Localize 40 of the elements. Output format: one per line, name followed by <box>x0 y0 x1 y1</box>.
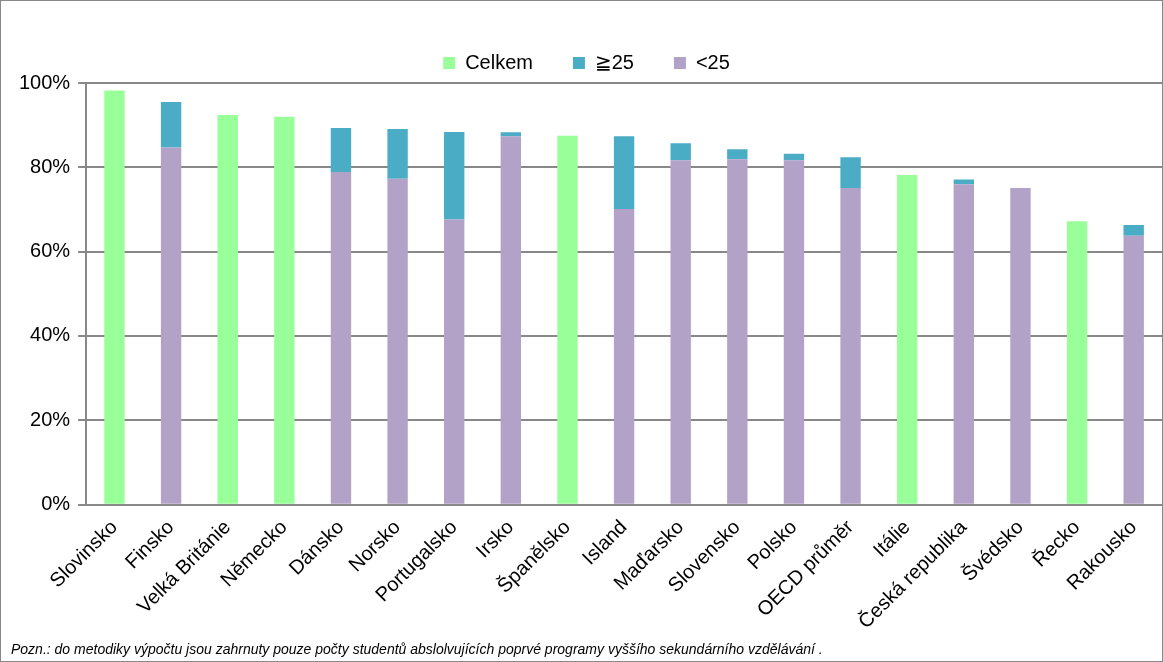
bar <box>670 143 691 161</box>
y-tick-label: 60% <box>30 239 71 262</box>
bar <box>444 219 465 504</box>
bar <box>670 160 691 504</box>
bar <box>160 147 182 504</box>
bar <box>613 209 635 504</box>
bar <box>897 174 918 504</box>
bar <box>444 131 465 220</box>
bar <box>783 160 805 504</box>
bar <box>104 90 125 504</box>
text: Pozn.: do metodiky výpočtu jsou zahrnuty pouze počty studentů abslolvujících poprvé programy vyššího sekundárního vzdělávání . <box>11 641 823 657</box>
bar <box>727 159 748 504</box>
bar <box>613 136 635 210</box>
y-tick-label: 80% <box>30 154 71 177</box>
legend-label: ≧25 <box>594 50 634 73</box>
bar <box>330 171 352 504</box>
y-tick-label: 0% <box>41 492 71 515</box>
bar <box>953 184 975 504</box>
bar <box>1010 187 1031 504</box>
bar <box>330 128 352 172</box>
bar <box>1066 221 1088 504</box>
legend-label: <25 <box>695 50 730 73</box>
bar <box>727 149 748 160</box>
bar <box>160 101 182 148</box>
y-tick-label: 100% <box>19 70 71 93</box>
bar <box>840 187 861 504</box>
bar <box>217 115 238 504</box>
y-tick-label: 40% <box>30 323 71 346</box>
bar <box>840 157 861 188</box>
bar <box>557 135 578 504</box>
legend-label: Celkem <box>465 50 533 73</box>
bar <box>387 178 408 504</box>
bar <box>783 153 805 161</box>
bar <box>500 136 522 504</box>
bar <box>1123 235 1144 504</box>
bar <box>500 132 522 137</box>
bar <box>1123 225 1144 236</box>
bar <box>274 116 295 504</box>
y-tick-label: 20% <box>30 407 71 430</box>
bar <box>387 128 408 179</box>
